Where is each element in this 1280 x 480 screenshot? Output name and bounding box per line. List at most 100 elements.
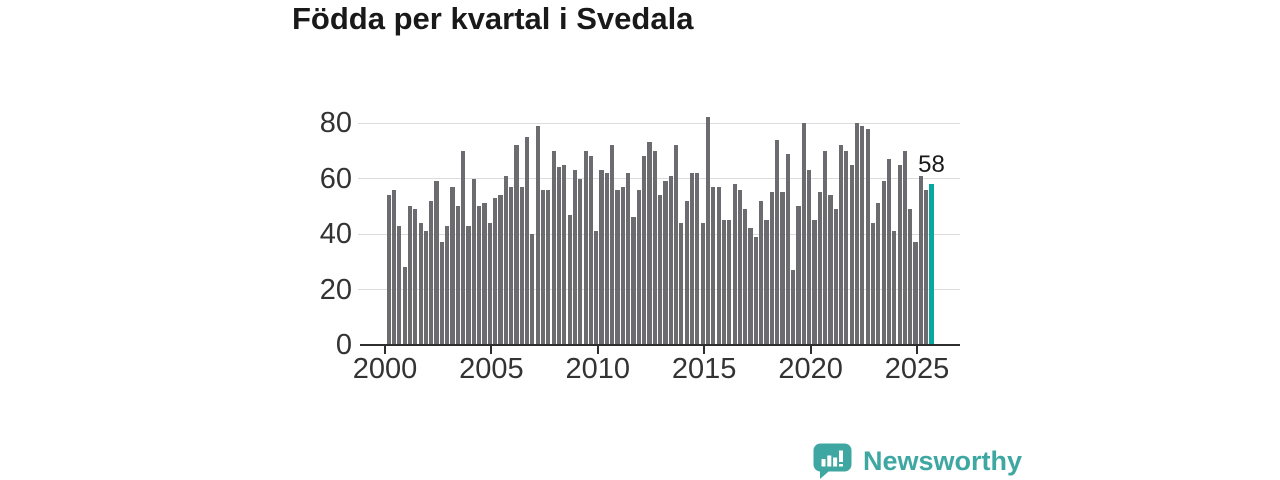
bar-2011-q2 — [626, 172, 631, 345]
bar-2019-q4 — [807, 170, 812, 345]
bar-2002-q3 — [439, 242, 444, 345]
bar-2007-q2 — [540, 189, 546, 345]
bar-2022-q2 — [860, 125, 865, 345]
bar-2014-q3 — [695, 172, 700, 345]
bar-2001-q2 — [413, 209, 418, 345]
bar-2005-q4 — [509, 186, 514, 345]
bar-2016-q3 — [737, 189, 743, 345]
bar-2000-q4 — [402, 267, 407, 345]
bar-2008-q3 — [567, 214, 572, 345]
bar-2007-q4 — [551, 150, 556, 345]
x-axis-tick-2015 — [703, 346, 706, 354]
bar-2023-q2 — [881, 181, 886, 345]
bar-2011-q3 — [631, 217, 636, 345]
bar-2015-q1 — [705, 117, 711, 345]
x-axis-tick-2020 — [809, 346, 812, 354]
bar-2017-q2 — [753, 236, 758, 345]
x-axis-tick-2010 — [596, 346, 599, 354]
y-axis-tick-label-80: 80 — [319, 107, 352, 139]
bar-2016-q2 — [732, 184, 737, 345]
bar-2006-q3 — [524, 136, 530, 345]
speech-bubble-bar-chart-icon — [813, 443, 852, 479]
bar-2013-q4 — [679, 222, 684, 345]
bar-2014-q2 — [689, 172, 695, 345]
bar-2008-q4 — [572, 170, 578, 345]
bar-2012-q2 — [647, 142, 652, 345]
bar-2022-q3 — [865, 128, 870, 345]
x-axis-tick-2025 — [916, 346, 918, 354]
bar-2015-q3 — [716, 186, 721, 345]
newsworthy-logo-text: Newsworthy — [863, 446, 1023, 476]
bar-2004-q3 — [482, 203, 487, 345]
bar-2017-q4 — [764, 220, 769, 345]
bar-2006-q4 — [530, 234, 535, 345]
bar-2024-q3 — [908, 209, 913, 345]
bar-2023-q1 — [876, 203, 881, 345]
bar-2012-q1 — [642, 156, 647, 345]
bar-2006-q2 — [519, 186, 524, 345]
chart-title: Födda per kvartal i Svedala — [292, 1, 694, 36]
bar-2005-q3 — [503, 175, 508, 345]
bar-2010-q3 — [610, 145, 615, 345]
bar-2001-q1 — [407, 206, 413, 345]
x-axis-tick-label-2005: 2005 — [459, 353, 524, 385]
bar-2013-q3 — [673, 145, 679, 345]
bar-2005-q1 — [493, 197, 498, 345]
bar-2015-q2 — [711, 186, 716, 345]
bar-2022-q4 — [870, 222, 876, 345]
x-axis-tick-label-2020: 2020 — [778, 353, 843, 385]
bar-2018-q3 — [780, 192, 785, 345]
bar-2001-q4 — [423, 231, 429, 345]
newsworthy-logo[interactable]: Newsworthy — [813, 443, 1022, 480]
bar-2008-q2 — [562, 164, 567, 345]
bar-2011-q4 — [636, 189, 641, 345]
x-axis-tick-label-2000: 2000 — [352, 353, 418, 385]
bar-2009-q4 — [594, 231, 599, 345]
bar-2012-q3 — [652, 150, 657, 345]
bar-2002-q4 — [445, 225, 450, 345]
bar-2000-q3 — [397, 225, 402, 345]
bar-2004-q2 — [477, 206, 482, 345]
bar-2009-q2 — [583, 150, 588, 345]
bar-2018-q4 — [785, 153, 790, 345]
bar-2020-q2 — [817, 192, 822, 345]
bar-2003-q3 — [461, 150, 466, 345]
bar-2014-q4 — [700, 222, 705, 345]
latest-value-label: 58 — [918, 151, 945, 179]
bar-2017-q1 — [748, 228, 753, 345]
bar-2024-q1 — [897, 164, 902, 345]
bar-2024-q2 — [902, 150, 908, 345]
bar-2013-q2 — [668, 175, 673, 345]
bar-2004-q4 — [487, 222, 492, 345]
bar-2001-q3 — [418, 222, 423, 345]
bar-2016-q1 — [727, 220, 732, 345]
x-axis-tick-2000 — [384, 346, 386, 354]
x-axis-tick-2005 — [490, 346, 493, 354]
bar-2012-q4 — [658, 195, 663, 345]
bar-2009-q1 — [578, 178, 583, 345]
bar-2017-q3 — [759, 200, 764, 345]
bar-2007-q1 — [535, 125, 540, 345]
bar-2010-q4 — [615, 189, 620, 345]
bar-2020-q4 — [828, 195, 833, 345]
bar-2010-q1 — [599, 170, 604, 345]
gridline-80 — [358, 122, 960, 124]
bar-2002-q2 — [434, 181, 439, 345]
y-axis-tick-label-0: 0 — [335, 329, 352, 361]
bar-2006-q1 — [514, 145, 519, 345]
x-axis-tick-label-2015: 2015 — [671, 353, 737, 385]
bar-2025-q2 — [924, 189, 929, 345]
bar-2015-q4 — [721, 220, 727, 345]
bar-2021-q3 — [844, 150, 849, 345]
bar-2010-q2 — [604, 172, 609, 345]
x-axis-tick-label-2025: 2025 — [884, 353, 950, 385]
bar-2021-q1 — [833, 209, 838, 345]
bar-2019-q3 — [801, 123, 806, 345]
bar-2018-q2 — [775, 139, 780, 345]
bar-2003-q1 — [450, 186, 455, 345]
bar-2007-q3 — [546, 189, 551, 345]
bar-2024-q4 — [913, 242, 918, 345]
bar-2002-q1 — [429, 200, 434, 345]
